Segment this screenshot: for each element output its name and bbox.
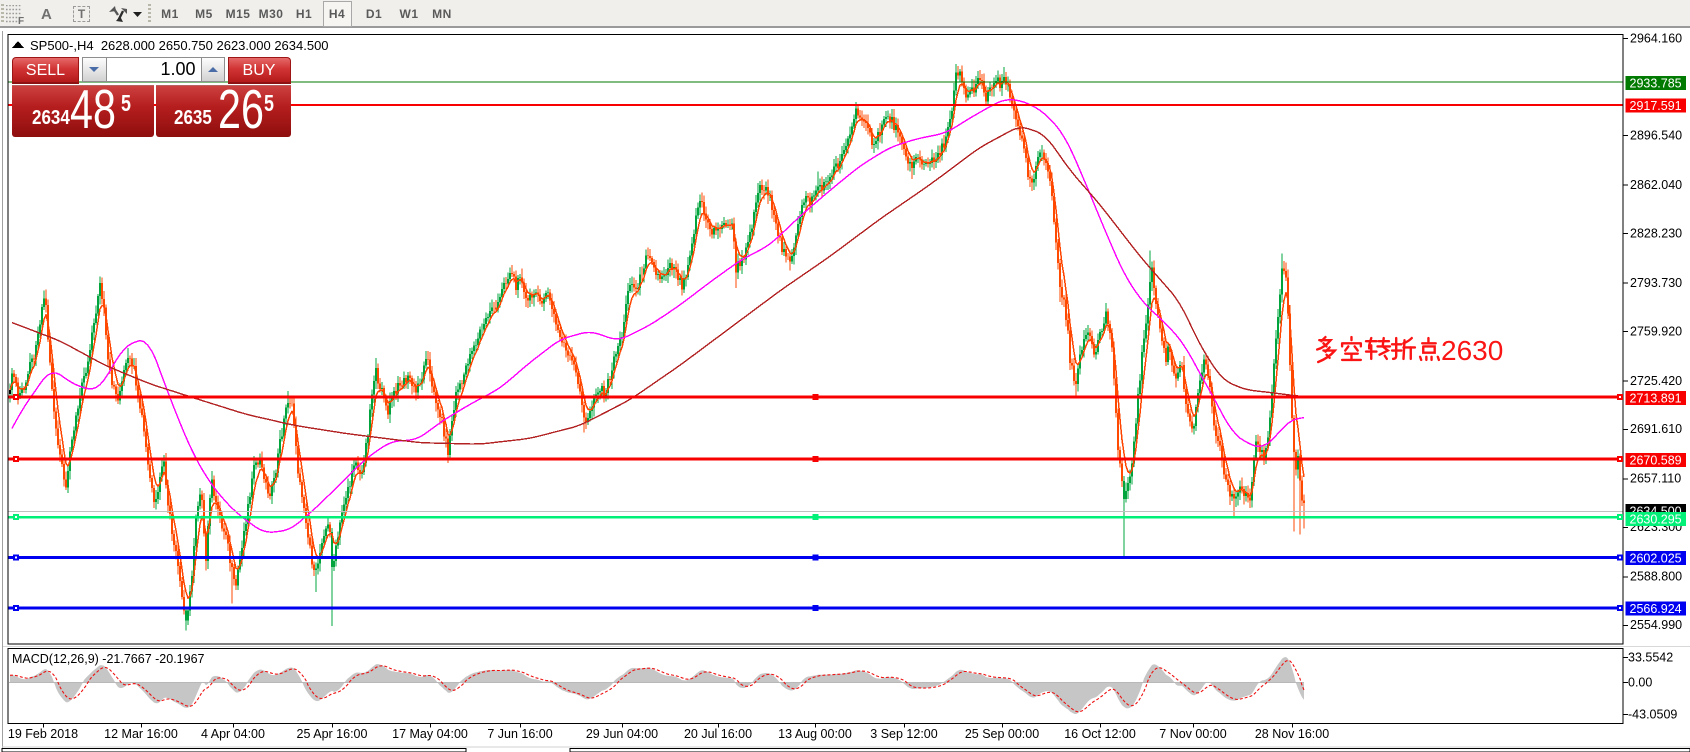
svg-text:16 Oct 12:00: 16 Oct 12:00: [1064, 727, 1136, 741]
svg-text:2588.800: 2588.800: [1630, 570, 1682, 584]
svg-text:2725.420: 2725.420: [1630, 374, 1682, 388]
svg-text:2862.040: 2862.040: [1630, 178, 1682, 192]
svg-text:2964.160: 2964.160: [1630, 31, 1682, 45]
svg-text:2896.540: 2896.540: [1630, 128, 1682, 142]
svg-text:MACD(12,26,9) -21.7667 -20.196: MACD(12,26,9) -21.7667 -20.1967: [12, 652, 205, 666]
svg-text:12 Mar 16:00: 12 Mar 16:00: [104, 727, 178, 741]
svg-text:0.00: 0.00: [1628, 675, 1652, 689]
svg-text:17 May 04:00: 17 May 04:00: [392, 727, 468, 741]
svg-text:-43.0509: -43.0509: [1628, 707, 1677, 721]
svg-text:29 Jun 04:00: 29 Jun 04:00: [586, 727, 658, 741]
svg-text:2691.610: 2691.610: [1630, 422, 1682, 436]
svg-text:2828.230: 2828.230: [1630, 226, 1682, 240]
svg-text:SP500-,H4 2628.000 2650.750 2: SP500-,H4 2628.000 2650.750 2623.000 263…: [30, 38, 329, 53]
svg-text:2793.730: 2793.730: [1630, 276, 1682, 290]
svg-text:2759.920: 2759.920: [1630, 324, 1682, 338]
svg-text:2566.924: 2566.924: [1630, 602, 1682, 616]
svg-text:F: F: [18, 16, 24, 25]
svg-text:25 Sep 00:00: 25 Sep 00:00: [965, 727, 1039, 741]
svg-text:20 Jul 16:00: 20 Jul 16:00: [684, 727, 752, 741]
svg-text:2917.591: 2917.591: [1630, 99, 1682, 113]
svg-text:19 Feb 2018: 19 Feb 2018: [8, 727, 78, 741]
svg-text:2602.025: 2602.025: [1630, 552, 1682, 566]
svg-text:3 Sep 12:00: 3 Sep 12:00: [870, 727, 937, 741]
svg-text:25 Apr 16:00: 25 Apr 16:00: [297, 727, 368, 741]
svg-text:7 Jun 16:00: 7 Jun 16:00: [487, 727, 552, 741]
svg-text:28 Nov 16:00: 28 Nov 16:00: [1255, 727, 1329, 741]
svg-text:33.5542: 33.5542: [1628, 650, 1673, 664]
svg-text:4 Apr 04:00: 4 Apr 04:00: [201, 727, 265, 741]
svg-text:2630: 2630: [1441, 335, 1503, 366]
svg-text:7 Nov 00:00: 7 Nov 00:00: [1159, 727, 1226, 741]
svg-text:2554.990: 2554.990: [1630, 618, 1682, 632]
svg-text:2630.295: 2630.295: [1630, 513, 1682, 527]
svg-text:13 Aug 00:00: 13 Aug 00:00: [778, 727, 852, 741]
svg-text:2933.785: 2933.785: [1630, 77, 1682, 91]
svg-text:2670.589: 2670.589: [1630, 454, 1682, 468]
svg-text:2713.891: 2713.891: [1630, 392, 1682, 406]
svg-text:2657.110: 2657.110: [1630, 472, 1681, 486]
